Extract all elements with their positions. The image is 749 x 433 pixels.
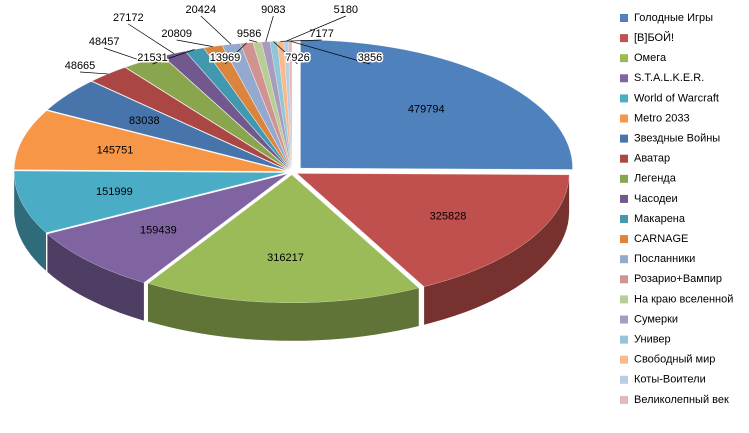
slice	[296, 173, 570, 287]
legend-label: Универ	[634, 334, 671, 346]
slice-side	[14, 172, 46, 271]
leader-line	[128, 23, 175, 54]
legend-label: Макарена	[634, 213, 686, 225]
data-label: 151999	[96, 186, 133, 198]
leader-line	[249, 39, 258, 43]
leader-line	[152, 49, 195, 65]
leader-line	[290, 40, 371, 65]
data-label: 5180	[334, 4, 358, 16]
legend-label: Легенда	[634, 173, 677, 185]
legend-label: Часодеи	[634, 193, 678, 205]
legend-swatch	[620, 194, 628, 203]
legend-label: World of Warcraft	[634, 92, 719, 104]
data-label: 9083	[261, 4, 285, 16]
slice	[46, 173, 288, 283]
slice	[13, 110, 287, 172]
data-label: 48457	[89, 36, 120, 48]
slice	[91, 67, 289, 171]
legend-label: Звездные Войны	[634, 133, 720, 145]
legend-label: На краю вселенной	[634, 293, 733, 305]
legend-label: Посланники	[634, 253, 695, 265]
legend-swatch	[620, 355, 628, 364]
legend-swatch	[620, 174, 628, 183]
slice-side	[47, 234, 144, 321]
data-label: 13969	[210, 52, 241, 64]
slice	[147, 174, 420, 304]
legend-label: Омега	[634, 52, 667, 64]
leader-line	[200, 15, 232, 45]
data-label: 20424	[186, 4, 217, 16]
slice	[47, 81, 288, 171]
legend-label: Аватар	[634, 153, 670, 165]
legend-label: Metro 2033	[634, 112, 690, 124]
legend-label: Свободный мир	[634, 354, 715, 366]
legend-swatch	[620, 154, 628, 163]
legend-label: Сумерки	[634, 313, 678, 325]
data-label: 48665	[65, 60, 96, 72]
slice	[203, 45, 291, 170]
legend-label: Коты-Воители	[634, 374, 706, 386]
leader-line	[104, 47, 144, 62]
leader-line	[224, 42, 247, 65]
leader-line	[79, 71, 108, 75]
slice	[13, 170, 287, 233]
leader-line	[265, 15, 274, 42]
legend-label: Розарио+Вампир	[634, 273, 722, 285]
data-label: 7926	[285, 52, 309, 64]
legend-swatch	[620, 375, 628, 384]
slice	[184, 47, 291, 170]
legend-swatch	[620, 335, 628, 344]
leader-line	[273, 41, 298, 65]
legend-label: S.T.A.L.K.E.R.	[634, 72, 704, 84]
legend-swatch	[620, 295, 628, 304]
leader-line	[280, 39, 322, 42]
data-label: 21531	[137, 52, 168, 64]
legend-swatch	[620, 94, 628, 103]
legend-swatch	[620, 275, 628, 284]
legend-swatch	[620, 215, 628, 223]
slice	[125, 56, 289, 170]
legend-swatch	[620, 235, 628, 244]
slice-side	[424, 174, 570, 325]
legend-swatch	[620, 14, 628, 22]
slice	[300, 39, 573, 170]
legend-swatch	[620, 255, 628, 264]
data-label: 479794	[408, 103, 445, 115]
data-label: 316217	[267, 252, 304, 264]
data-label: 7177	[309, 28, 333, 40]
leader-line	[285, 15, 346, 42]
legend-label: [В]БОЙ!	[634, 31, 674, 44]
slice-side	[148, 283, 419, 341]
leader-line	[176, 39, 213, 47]
legend-swatch	[620, 34, 628, 43]
legend-swatch	[620, 315, 628, 324]
data-label: 20809	[161, 28, 192, 40]
legend-swatch	[620, 54, 628, 63]
data-label: 325828	[430, 211, 467, 223]
legend-label: Голодные Игры	[634, 12, 713, 24]
legend-swatch	[620, 74, 628, 83]
legend-swatch	[620, 395, 628, 404]
legend-swatch	[620, 134, 628, 143]
data-label: 145751	[97, 144, 134, 156]
legend-label: Великолепный век	[634, 394, 729, 406]
data-label: 27172	[113, 12, 144, 24]
data-label: 83038	[129, 115, 160, 127]
data-label: 159439	[140, 225, 177, 237]
legend-swatch	[620, 114, 628, 123]
slice	[240, 42, 292, 170]
data-label: 3856	[358, 52, 382, 64]
legend-label: CARNAGE	[634, 233, 688, 245]
data-label: 9586	[237, 28, 261, 40]
